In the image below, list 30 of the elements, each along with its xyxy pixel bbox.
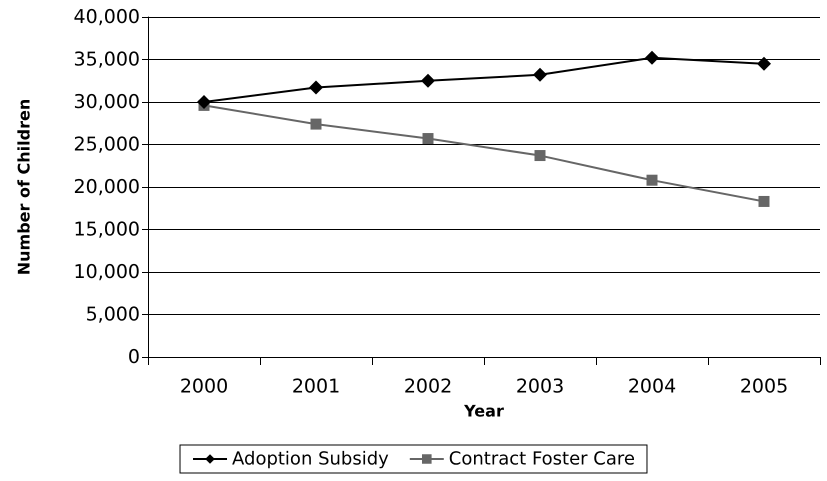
x-tick-label: 2002 <box>404 376 452 398</box>
legend-label: Adoption Subsidy <box>232 448 390 470</box>
x-tick-label: 2003 <box>516 376 564 398</box>
point <box>197 95 211 109</box>
y-tick-label: 20,000 <box>74 176 140 198</box>
x-tick-label: 2000 <box>180 376 228 398</box>
y-tick-label: 0 <box>128 346 140 368</box>
x-tick-label: 2005 <box>740 376 788 398</box>
point <box>422 133 434 144</box>
y-tick-label: 30,000 <box>74 91 140 113</box>
point <box>421 74 435 88</box>
point <box>757 56 771 71</box>
y-tick-label: 5,000 <box>86 304 140 326</box>
y-tick-label: 40,000 <box>74 6 140 28</box>
point <box>309 80 323 95</box>
y-axis-title: Number of Children <box>14 98 34 276</box>
y-tick-label: 10,000 <box>74 261 140 283</box>
x-tick-label: 2004 <box>628 376 676 398</box>
legend-label: Contract Foster Care <box>448 448 635 470</box>
point <box>533 68 547 82</box>
y-tick-label: 15,000 <box>74 218 140 240</box>
point <box>645 50 659 65</box>
point <box>310 118 322 130</box>
y-tick-label: 35,000 <box>74 48 140 70</box>
x-tick-label: 2001 <box>292 376 340 398</box>
point <box>646 174 658 186</box>
y-tick-label: 25,000 <box>74 134 140 156</box>
x-axis-title: Year <box>463 402 504 420</box>
point <box>534 150 546 162</box>
point <box>758 196 770 207</box>
